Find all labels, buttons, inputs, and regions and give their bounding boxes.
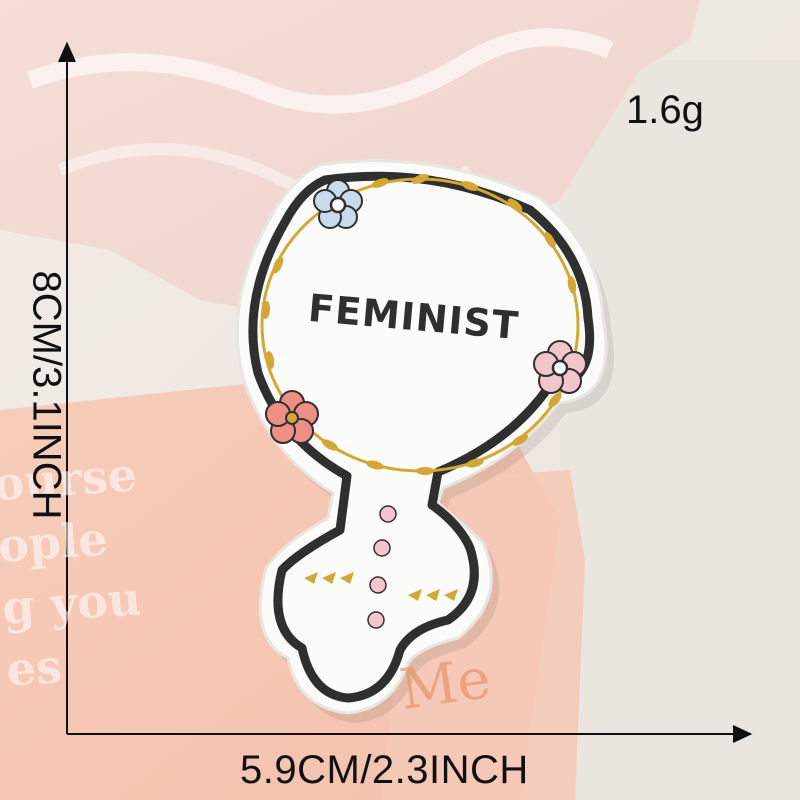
card-line: ourse: [0, 447, 139, 512]
card-line: es: [4, 638, 64, 697]
flower-pink: [533, 340, 587, 394]
wreath-leaves: [261, 174, 577, 475]
flower-coral: [265, 390, 319, 444]
width-arrow: [67, 725, 753, 743]
height-arrow: [58, 41, 76, 734]
card-line: g you: [0, 571, 143, 635]
glass-shape: [0, 0, 700, 320]
flower-blue: [313, 179, 363, 229]
towel-background: [560, 60, 800, 800]
background-card-mark: Me: [395, 646, 495, 723]
crossbar-leaves: [304, 572, 458, 601]
embroidered-patch: [235, 159, 615, 723]
card-line: ople: [0, 511, 110, 574]
width-dimension-label: 5.9CM/2.3INCH: [240, 748, 529, 792]
weight-label: 1.6g: [626, 88, 704, 132]
stem-flowers: [367, 505, 397, 629]
height-dimension-label: 8CM/3.1INCH: [24, 270, 69, 520]
glass-highlight: [26, 28, 614, 114]
